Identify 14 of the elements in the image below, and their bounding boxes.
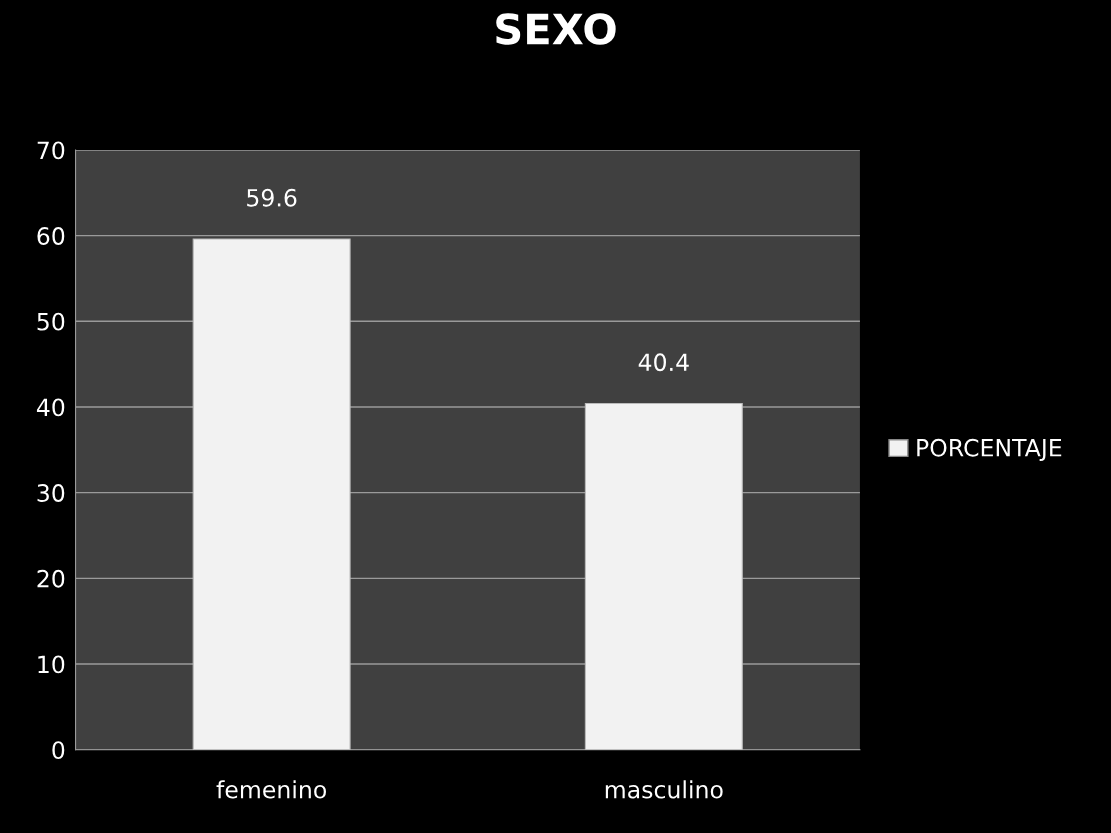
y-tick-label: 10 (38, 655, 65, 674)
legend-label: PORCENTAJE (917, 438, 1062, 462)
y-tick-label: 50 (37, 312, 65, 331)
y-tick-label: 60 (37, 227, 65, 245)
x-tick-label: femenino (216, 780, 326, 799)
y-tick-label: 40 (36, 398, 65, 417)
y-tick-label: 30 (37, 484, 65, 502)
y-tick-label: 70 (37, 141, 65, 160)
y-tick-label: 0 (52, 741, 65, 760)
x-tick-label: masculino (605, 780, 723, 799)
y-tick-label: 20 (37, 569, 65, 588)
data-label: 59.6 (247, 188, 297, 207)
chart-title: SEXO (496, 13, 616, 45)
data-label: 40.4 (638, 353, 689, 372)
